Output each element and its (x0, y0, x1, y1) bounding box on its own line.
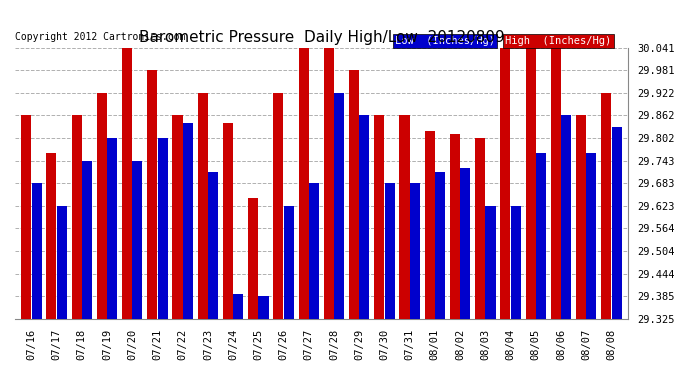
Bar (349, 70, 359, 319)
Text: Low  (Inches/Hg): Low (Inches/Hg) (395, 36, 495, 46)
Bar (551, 48, 561, 319)
Text: High  (Inches/Hg): High (Inches/Hg) (505, 36, 611, 46)
Bar (259, 296, 268, 319)
Bar (586, 153, 596, 319)
Bar (400, 116, 410, 319)
Bar (374, 116, 384, 319)
Bar (334, 93, 344, 319)
Bar (536, 153, 546, 319)
Bar (576, 116, 586, 319)
Bar (410, 183, 420, 319)
Bar (172, 116, 183, 319)
Bar (601, 93, 611, 319)
Bar (424, 130, 435, 319)
Text: Copyright 2012 Cartronics.com: Copyright 2012 Cartronics.com (15, 32, 186, 42)
Bar (500, 48, 511, 319)
Bar (97, 93, 107, 319)
Bar (273, 93, 284, 319)
Bar (359, 116, 369, 319)
Bar (82, 160, 92, 319)
Bar (324, 48, 334, 319)
Bar (460, 168, 471, 319)
Bar (132, 160, 142, 319)
Bar (475, 138, 485, 319)
Bar (561, 116, 571, 319)
Bar (147, 70, 157, 319)
Bar (450, 134, 460, 319)
Bar (46, 153, 57, 319)
Bar (248, 198, 258, 319)
Bar (32, 183, 41, 319)
Bar (107, 138, 117, 319)
Bar (511, 206, 521, 319)
Bar (526, 48, 535, 319)
Bar (284, 206, 294, 319)
Bar (486, 206, 495, 319)
Bar (57, 206, 67, 319)
Bar (157, 138, 168, 319)
Bar (183, 123, 193, 319)
Bar (435, 172, 445, 319)
Bar (299, 48, 308, 319)
Bar (72, 116, 81, 319)
Bar (384, 183, 395, 319)
Bar (309, 183, 319, 319)
Bar (611, 127, 622, 319)
Bar (198, 93, 208, 319)
Bar (223, 123, 233, 319)
Bar (233, 294, 244, 319)
Bar (21, 116, 31, 319)
Bar (208, 172, 218, 319)
Title: Barometric Pressure  Daily High/Low  20120809: Barometric Pressure Daily High/Low 20120… (139, 30, 504, 45)
Bar (122, 48, 132, 319)
